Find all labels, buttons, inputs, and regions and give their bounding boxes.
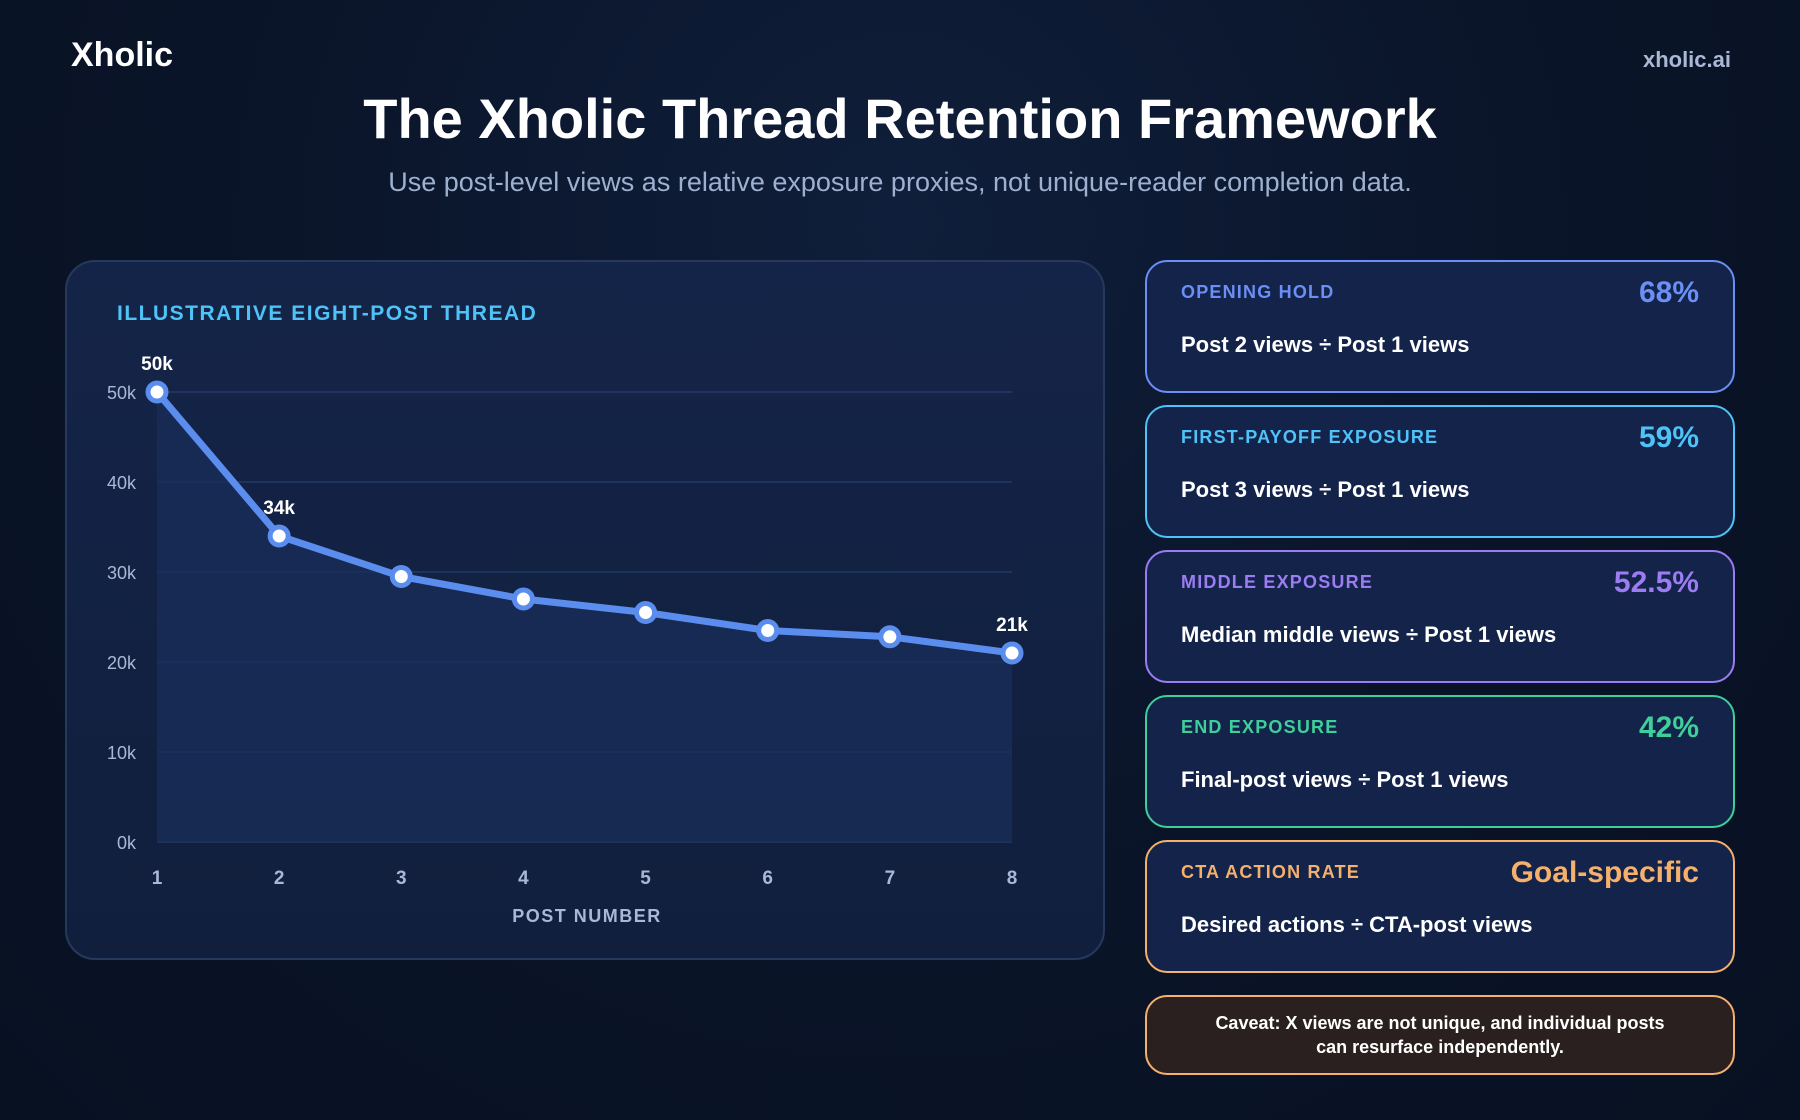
data-point [756,619,780,642]
data-point [267,524,291,548]
x-tick-label: 4 [518,868,529,889]
metric-value: 59% [1638,421,1699,454]
metric-label: FIRST-PAYOFF EXPOSURE [1181,427,1439,447]
metric-label: MIDDLE EXPOSURE [1181,572,1374,592]
data-point [389,565,413,588]
x-axis-ticks: 1 2 3 4 5 6 7 8 [152,868,1018,889]
data-labels: 50k 34k 21k [141,354,1028,636]
metric-card-end-exposure: END EXPOSURE 42% Final-post views ÷ Post… [1145,695,1735,828]
metric-formula: Post 2 views ÷ Post 1 views [1181,332,1470,357]
metric-value: 68% [1638,276,1699,309]
chart-card: ILLUSTRATIVE EIGHT-POST THREAD 0k 10k 20k 3… [65,260,1105,960]
y-tick-label: 30k [107,563,137,583]
data-point [511,587,535,611]
metric-card-first-payoff-exposure: FIRST-PAYOFF EXPOSURE 59% Post 3 views ÷… [1145,405,1735,538]
chart-title: ILLUSTRATIVE EIGHT-POST THREAD [117,302,538,325]
metric-label: CTA ACTION RATE [1181,862,1360,882]
y-axis-ticks: 0k 10k 20k 30k 40k 50k [107,383,137,853]
x-tick-label: 1 [152,868,163,889]
caveat-note: Caveat: X views are not unique, and indi… [1145,995,1735,1075]
metric-formula: Final-post views ÷ Post 1 views [1181,767,1509,792]
series-line [153,388,1016,657]
metric-formula: Median middle views ÷ Post 1 views [1181,622,1557,647]
metric-formula: Desired actions ÷ CTA-post views [1181,912,1533,937]
y-tick-label: 0k [117,833,137,853]
y-tick-label: 40k [107,473,137,493]
y-tick-label: 20k [107,653,137,673]
metric-value: 42% [1638,711,1699,744]
y-tick-label: 10k [107,743,137,763]
data-point [145,380,169,404]
metric-label: OPENING HOLD [1181,282,1335,302]
metric-card-cta-action-rate: CTA ACTION RATE Goal-specific Desired ac… [1145,840,1735,973]
metric-card-middle-exposure: MIDDLE EXPOSURE 52.5% Median middle view… [1145,550,1735,683]
area-fill [157,392,1012,842]
y-tick-label: 50k [107,383,137,403]
x-tick-label: 7 [885,868,896,889]
x-tick-label: 2 [274,868,285,889]
metric-formula: Post 3 views ÷ Post 1 views [1181,477,1470,502]
metric-value: 52.5% [1613,566,1699,599]
data-points [145,380,1024,665]
data-label: 34k [263,498,295,519]
site-url[interactable]: xholic.ai [1642,47,1731,72]
data-point [1000,641,1024,665]
line-chart: 0k 10k 20k 30k 40k 50k 1 2 3 4 5 6 7 8 50k 34k 21k POS… [107,354,1028,926]
x-axis-title: POST NUMBER [512,906,662,926]
data-label: 21k [996,615,1028,636]
brand-logo: Xholic [71,36,174,74]
page-subtitle: Use post-level views as relative exposur… [388,167,1412,197]
metric-label: END EXPOSURE [1181,717,1339,737]
data-point [878,625,902,649]
metric-value: Goal-specific [1510,856,1699,889]
x-tick-label: 5 [640,868,651,889]
data-label: 50k [141,354,173,375]
page-title: The Xholic Thread Retention Framework [363,87,1437,150]
metric-card-opening-hold: OPENING HOLD 68% Post 2 views ÷ Post 1 v… [1145,260,1735,393]
data-point [634,601,658,624]
x-tick-label: 8 [1007,868,1018,889]
x-tick-label: 6 [762,868,773,889]
x-tick-label: 3 [396,868,407,889]
